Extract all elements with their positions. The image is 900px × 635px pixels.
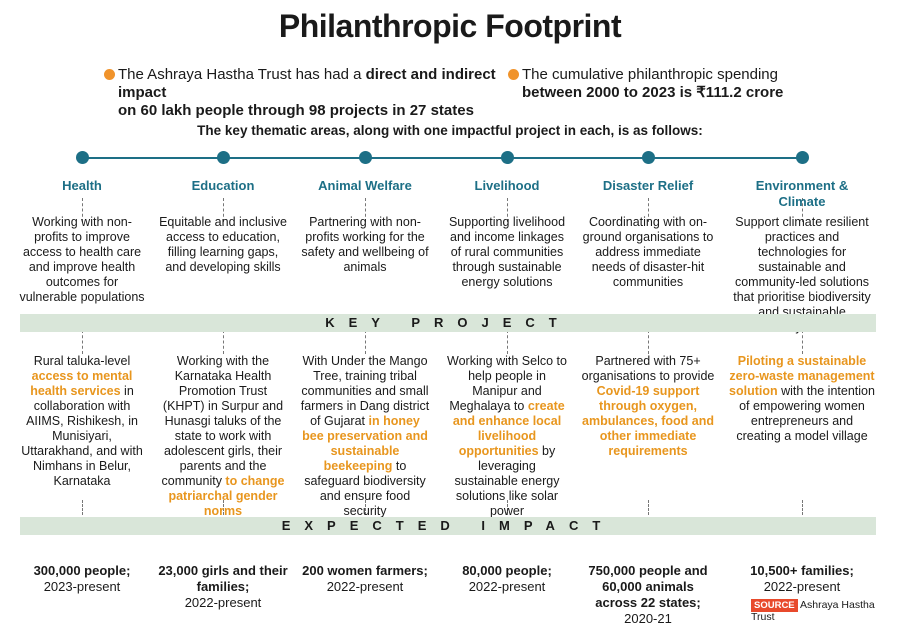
connector-line <box>223 198 224 222</box>
key-project-text: Partnered with 75+ organisations to prov… <box>581 354 715 459</box>
impact-period: 2022-present <box>468 579 546 594</box>
category-title: Environment & Climate <box>755 178 849 209</box>
connector-line <box>365 500 366 515</box>
bullet1-bold: direct and indirect impact <box>118 66 496 101</box>
connector-line <box>648 198 649 222</box>
project-highlight: in honey bee preservation and sustainabl… <box>302 414 428 473</box>
connector-line <box>82 330 83 354</box>
project-text: with the intention of empowering women e… <box>736 384 875 443</box>
source-credit: SOURCE Ashraya Hastha Trust <box>751 599 900 623</box>
expected-impact: 750,000 people and 60,000 animals across… <box>581 563 715 627</box>
source-tag: SOURCE <box>751 599 798 612</box>
connector-line <box>365 330 366 354</box>
bullet-spending: The cumulative philanthropic spending be… <box>508 66 822 102</box>
expected-impact: 80,000 people; 2022-present <box>445 563 569 595</box>
bullet2-bold: between 2000 to 2023 is ₹111.2 crore <box>522 84 784 101</box>
expected-impact-band: EXPECTED IMPACT <box>20 517 876 535</box>
page-title: Philanthropic Footprint <box>278 8 622 44</box>
impact-period: 2022-present <box>763 579 841 594</box>
impact-period: 2022-present <box>326 579 404 594</box>
impact-period: 2020-21 <box>624 611 672 626</box>
category-title: Disaster Relief <box>602 178 694 193</box>
impact-value: 80,000 people; <box>462 563 552 578</box>
category-description: Support climate resilient practices and … <box>733 215 871 334</box>
category-title: Health <box>62 178 102 193</box>
impact-value: 10,500+ families; <box>750 563 854 578</box>
project-text: in collaboration with AIIMS, Rishikesh, … <box>21 384 143 488</box>
category-title: Animal Welfare <box>318 178 412 193</box>
key-project-text: Working with the Karnataka Health Promot… <box>158 354 288 519</box>
project-text: Working with the Karnataka Health Promot… <box>161 354 284 488</box>
connector-line <box>507 330 508 354</box>
project-text: by leveraging sustainable energy solutio… <box>454 444 560 518</box>
timeline-node <box>796 151 809 164</box>
key-project-text: Rural taluka-level access to mental heal… <box>17 354 147 489</box>
timeline-node <box>501 151 514 164</box>
expected-impact: 200 women farmers; 2022-present <box>298 563 432 595</box>
connector-line <box>802 330 803 354</box>
expected-impact: 10,500+ families; 2022-present <box>729 563 875 595</box>
impact-value: 300,000 people; <box>33 563 131 578</box>
project-highlight: Piloting a sustainable zero-waste manage… <box>729 354 875 398</box>
connector-line <box>802 500 803 515</box>
category-description: Coordinating with on-ground organisation… <box>582 215 714 289</box>
bullet-dot-icon <box>104 69 115 80</box>
project-highlight: to change patriarchal gender norms <box>168 474 285 518</box>
category-description: Equitable and inclusive access to educat… <box>159 215 287 274</box>
bullet1-text: The Ashraya Hastha Trust has had a <box>118 66 366 83</box>
bullet2-text: The cumulative philanthropic spending <box>522 66 778 83</box>
project-text: to safeguard biodiversity and ensure foo… <box>304 459 426 518</box>
category-description: Supporting livelihood and income linkage… <box>448 215 566 289</box>
impact-value: 200 women farmers; <box>302 563 428 578</box>
bullet1-bold2: on 60 lakh people through 98 projects in… <box>118 102 474 119</box>
expected-impact: 23,000 girls and their families; 2022-pre… <box>158 563 288 611</box>
impact-value: 750,000 people and 60,000 animals across… <box>588 563 708 610</box>
connector-line <box>365 198 366 222</box>
bullet-reach: The Ashraya Hastha Trust has had a direc… <box>104 66 498 120</box>
key-project-text: Working with Selco to help people in Man… <box>445 354 569 519</box>
impact-value: 23,000 girls and their families; <box>158 563 288 594</box>
key-project-text: With Under the Mango Tree, training trib… <box>298 354 432 519</box>
project-highlight: Covid-19 support through oxygen, ambulan… <box>582 384 714 458</box>
connector-line <box>648 330 649 354</box>
connector-line <box>82 198 83 222</box>
expected-impact: 300,000 people; 2023-present <box>17 563 147 595</box>
category-title: Education <box>191 178 255 193</box>
connector-line <box>507 198 508 222</box>
intro-text: The key thematic areas, along with one i… <box>197 123 703 138</box>
impact-period: 2023-present <box>43 579 121 594</box>
key-project-text: Piloting a sustainable zero-waste manage… <box>729 354 875 444</box>
connector-line <box>82 500 83 515</box>
project-text: Working with Selco to help people in Man… <box>447 354 567 413</box>
connector-line <box>223 330 224 354</box>
category-description: Working with non-profits to improve acce… <box>19 215 145 304</box>
connector-line <box>223 500 224 515</box>
connector-line <box>802 198 803 222</box>
timeline-line <box>82 157 802 159</box>
project-text: Partnered with 75+ organisations to prov… <box>581 354 715 383</box>
connector-line <box>648 500 649 515</box>
timeline-node <box>76 151 89 164</box>
timeline-node <box>642 151 655 164</box>
connector-line <box>507 500 508 515</box>
category-description: Partnering with non-profits working for … <box>301 215 429 274</box>
project-text: Rural taluka-level <box>33 354 131 368</box>
timeline-node <box>359 151 372 164</box>
source-text: Ashraya Hastha Trust <box>751 599 875 623</box>
impact-period: 2022-present <box>184 595 262 610</box>
category-title: Livelihood <box>474 178 540 193</box>
project-highlight: access to mental health services <box>30 369 133 398</box>
project-highlight: create and enhance local livelihood oppo… <box>452 399 565 458</box>
timeline-node <box>217 151 230 164</box>
bullet-dot-icon <box>508 69 519 80</box>
key-project-band: KEY PROJECT <box>20 314 876 332</box>
project-text: With Under the Mango Tree, training trib… <box>300 354 430 428</box>
